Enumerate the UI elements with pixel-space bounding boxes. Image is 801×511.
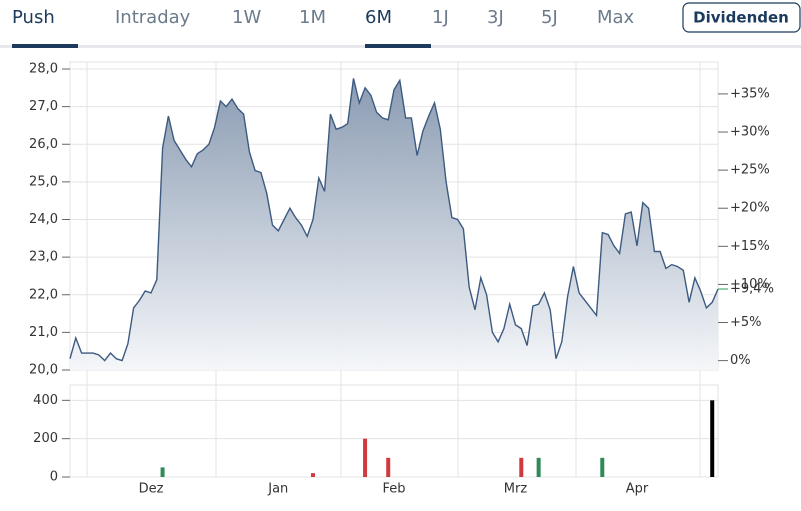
x-tick-label: Apr (626, 482, 649, 497)
y-tick-label: 27,0 (29, 99, 58, 114)
tab[interactable]: Intraday (115, 7, 191, 28)
y-tick-label: 25,0 (29, 174, 58, 189)
dividend-button-label[interactable]: Dividenden (693, 9, 789, 27)
y-tick-label: 24,0 (29, 212, 58, 227)
y2-tick-label: 0% (730, 353, 751, 368)
y-tick-label: 26,0 (29, 137, 58, 152)
y-tick-label: 28,0 (29, 62, 58, 77)
tab[interactable]: 1M (299, 7, 326, 28)
tab[interactable]: Push (12, 7, 55, 28)
y2-tick-label: +5% (730, 315, 762, 330)
y-tick-label: 20,0 (29, 363, 58, 378)
tab-underline (12, 44, 78, 48)
current-label: +9,4% (730, 281, 774, 296)
x-tick-label: Feb (382, 482, 405, 497)
tab-underline (365, 44, 431, 48)
y2-tick-label: +20% (730, 201, 770, 216)
volume-bar (519, 457, 524, 477)
y-tick-label: 21,0 (29, 325, 58, 340)
volume-frame (69, 384, 719, 478)
tab[interactable]: 3J (487, 7, 504, 28)
tab[interactable]: Max (597, 7, 635, 28)
tab[interactable]: 5J (541, 7, 558, 28)
y2-tick-label: +35% (730, 86, 770, 101)
volume-bar (363, 438, 368, 477)
x-tick-label: Dez (139, 482, 164, 497)
x-tick-label: Mrz (504, 482, 528, 497)
y2-tick-label: +10% (730, 277, 770, 292)
volume-bar (386, 457, 391, 477)
volume-bar (710, 400, 715, 477)
tab[interactable]: 6M (365, 7, 392, 28)
tab[interactable]: 1W (232, 7, 261, 28)
y-tick-label: 0 (50, 470, 58, 485)
y2-tick-label: +15% (730, 239, 770, 254)
y-tick-label: 200 (33, 431, 58, 446)
y2-tick-label: +30% (730, 125, 770, 140)
x-tick-label: Jan (267, 482, 288, 497)
volume-bar (160, 467, 165, 477)
y2-tick-label: +25% (730, 163, 770, 178)
volume-bar (600, 457, 605, 477)
volume-bar (536, 457, 541, 477)
area-fill (70, 78, 718, 371)
tab[interactable]: 1J (432, 7, 449, 28)
volume-bar (311, 473, 315, 477)
y-tick-label: 22,0 (29, 287, 58, 302)
y-tick-label: 400 (33, 393, 58, 408)
y-tick-label: 23,0 (29, 250, 58, 265)
dividend-button[interactable] (682, 2, 801, 33)
price-line (69, 78, 719, 362)
